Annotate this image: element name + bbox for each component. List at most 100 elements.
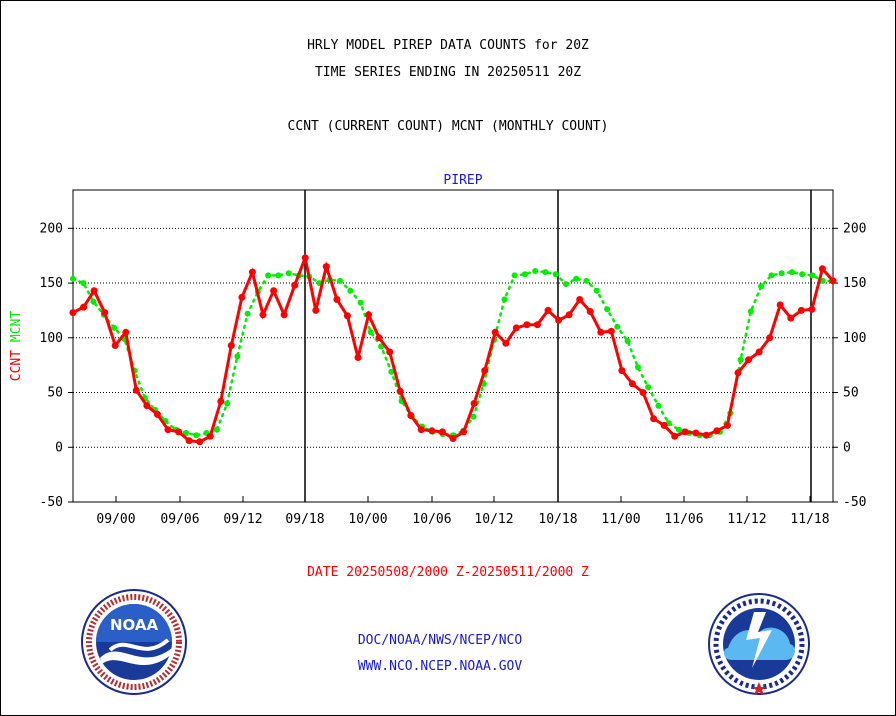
data-point-ccnt [766, 334, 774, 342]
series-line-ccnt [71, 252, 835, 444]
data-point-ccnt [69, 309, 77, 317]
grid-lines [73, 190, 833, 502]
data-point-mcnt [747, 308, 754, 315]
data-point-mcnt [809, 272, 816, 279]
data-point-ccnt [576, 296, 584, 303]
data-point-ccnt [797, 306, 805, 314]
y-tick-label-right: -50 [843, 495, 866, 510]
noaa-logo-text: NOAA [110, 616, 159, 634]
y-tick-label-left: 200 [40, 221, 63, 236]
data-point-ccnt [164, 426, 172, 434]
y-axis-label: CCNT MCNT [9, 311, 24, 382]
data-point-ccnt [808, 305, 816, 313]
series-line-mcnt [71, 269, 835, 437]
data-point-ccnt [122, 328, 130, 336]
data-point-ccnt [428, 427, 436, 435]
data-point-ccnt [481, 367, 489, 375]
data-point-mcnt [737, 356, 744, 363]
data-point-ccnt [829, 277, 837, 285]
x-tick-label: 09/00 [96, 512, 135, 527]
data-point-ccnt [755, 348, 763, 356]
data-point-ccnt [248, 268, 256, 276]
data-point-mcnt [70, 275, 76, 282]
data-point-ccnt [280, 311, 288, 319]
data-point-mcnt [111, 324, 118, 331]
data-point-mcnt [583, 277, 590, 284]
data-point-ccnt [343, 312, 351, 320]
data-point-ccnt [270, 287, 278, 295]
y-tick-label-left: 0 [55, 440, 63, 455]
data-point-ccnt [217, 397, 225, 405]
chart-subtitle: CCNT (CURRENT COUNT) MCNT (MONTHLY COUNT… [287, 119, 609, 134]
data-point-ccnt [291, 281, 299, 289]
y-tick-label-left: -50 [40, 495, 63, 510]
data-point-ccnt [555, 316, 563, 324]
data-point-ccnt [417, 426, 425, 434]
chart-axes [68, 189, 838, 503]
data-point-ccnt [238, 293, 246, 301]
data-point-ccnt [597, 328, 605, 336]
data-point-ccnt [734, 369, 742, 377]
data-point-ccnt [354, 354, 362, 361]
data-point-ccnt [90, 287, 98, 295]
data-point-mcnt [80, 280, 87, 287]
data-point-ccnt [660, 421, 668, 429]
data-point-ccnt [723, 421, 731, 429]
x-tick-label: 11/00 [601, 512, 640, 527]
data-point-mcnt [470, 413, 477, 420]
x-tick-label: 10/12 [474, 512, 513, 527]
data-point-ccnt [818, 265, 826, 273]
data-point-ccnt [175, 428, 183, 436]
x-tick-label: 09/12 [223, 512, 262, 527]
chart-title-line2: TIME SERIES ENDING IN 20250511 20Z [314, 65, 582, 80]
data-point-ccnt [143, 402, 151, 410]
y-axis-label-ccnt: CCNT [9, 342, 24, 381]
data-point-ccnt [787, 314, 795, 322]
x-tick-label: 10/06 [412, 512, 451, 527]
data-point-ccnt [196, 438, 204, 446]
x-tick-label: 09/06 [160, 512, 199, 527]
data-point-ccnt [449, 435, 457, 442]
data-point-ccnt [80, 303, 88, 311]
data-point-mcnt [347, 287, 354, 294]
y-tick-label-left: 150 [40, 276, 63, 291]
data-point-mcnt [388, 368, 395, 375]
data-point-mcnt [234, 353, 241, 360]
data-point-ccnt [533, 321, 541, 329]
data-point-mcnt [675, 426, 682, 433]
data-point-ccnt [438, 428, 446, 436]
data-point-ccnt [386, 348, 394, 356]
data-point-mcnt [799, 271, 806, 278]
data-point-mcnt [378, 343, 385, 350]
data-point-ccnt [639, 389, 647, 396]
x-tick-label: 09/18 [285, 512, 324, 527]
data-point-ccnt [375, 334, 383, 342]
data-point-ccnt [702, 431, 710, 439]
data-point-ccnt [565, 311, 573, 319]
data-point-mcnt [593, 287, 600, 294]
data-point-ccnt [206, 432, 214, 440]
data-point-mcnt [357, 299, 364, 306]
y-tick-label-left: 100 [40, 331, 63, 346]
data-point-ccnt [502, 339, 510, 347]
x-tick-label: 11/12 [727, 512, 766, 527]
data-point-ccnt [259, 311, 267, 319]
data-point-mcnt [213, 426, 220, 433]
data-point-ccnt [692, 429, 700, 437]
nws-logo-icon [708, 593, 810, 695]
date-range-label: DATE 20250508/2000 Z-20250511/2000 Z [307, 565, 589, 580]
data-point-ccnt [523, 321, 531, 329]
data-point-ccnt [333, 296, 341, 303]
data-point-mcnt [265, 272, 272, 279]
plot-border [72, 189, 834, 503]
data-point-mcnt [788, 269, 795, 276]
data-point-ccnt [586, 308, 594, 315]
data-point-ccnt [470, 400, 478, 407]
data-point-ccnt [301, 254, 309, 262]
website-link[interactable]: WWW.NCO.NCEP.NOAA.GOV [357, 659, 523, 674]
data-point-ccnt [671, 432, 679, 440]
data-point-ccnt [185, 437, 193, 445]
data-point-ccnt [745, 356, 753, 364]
x-tick-label: 11/18 [790, 512, 829, 527]
